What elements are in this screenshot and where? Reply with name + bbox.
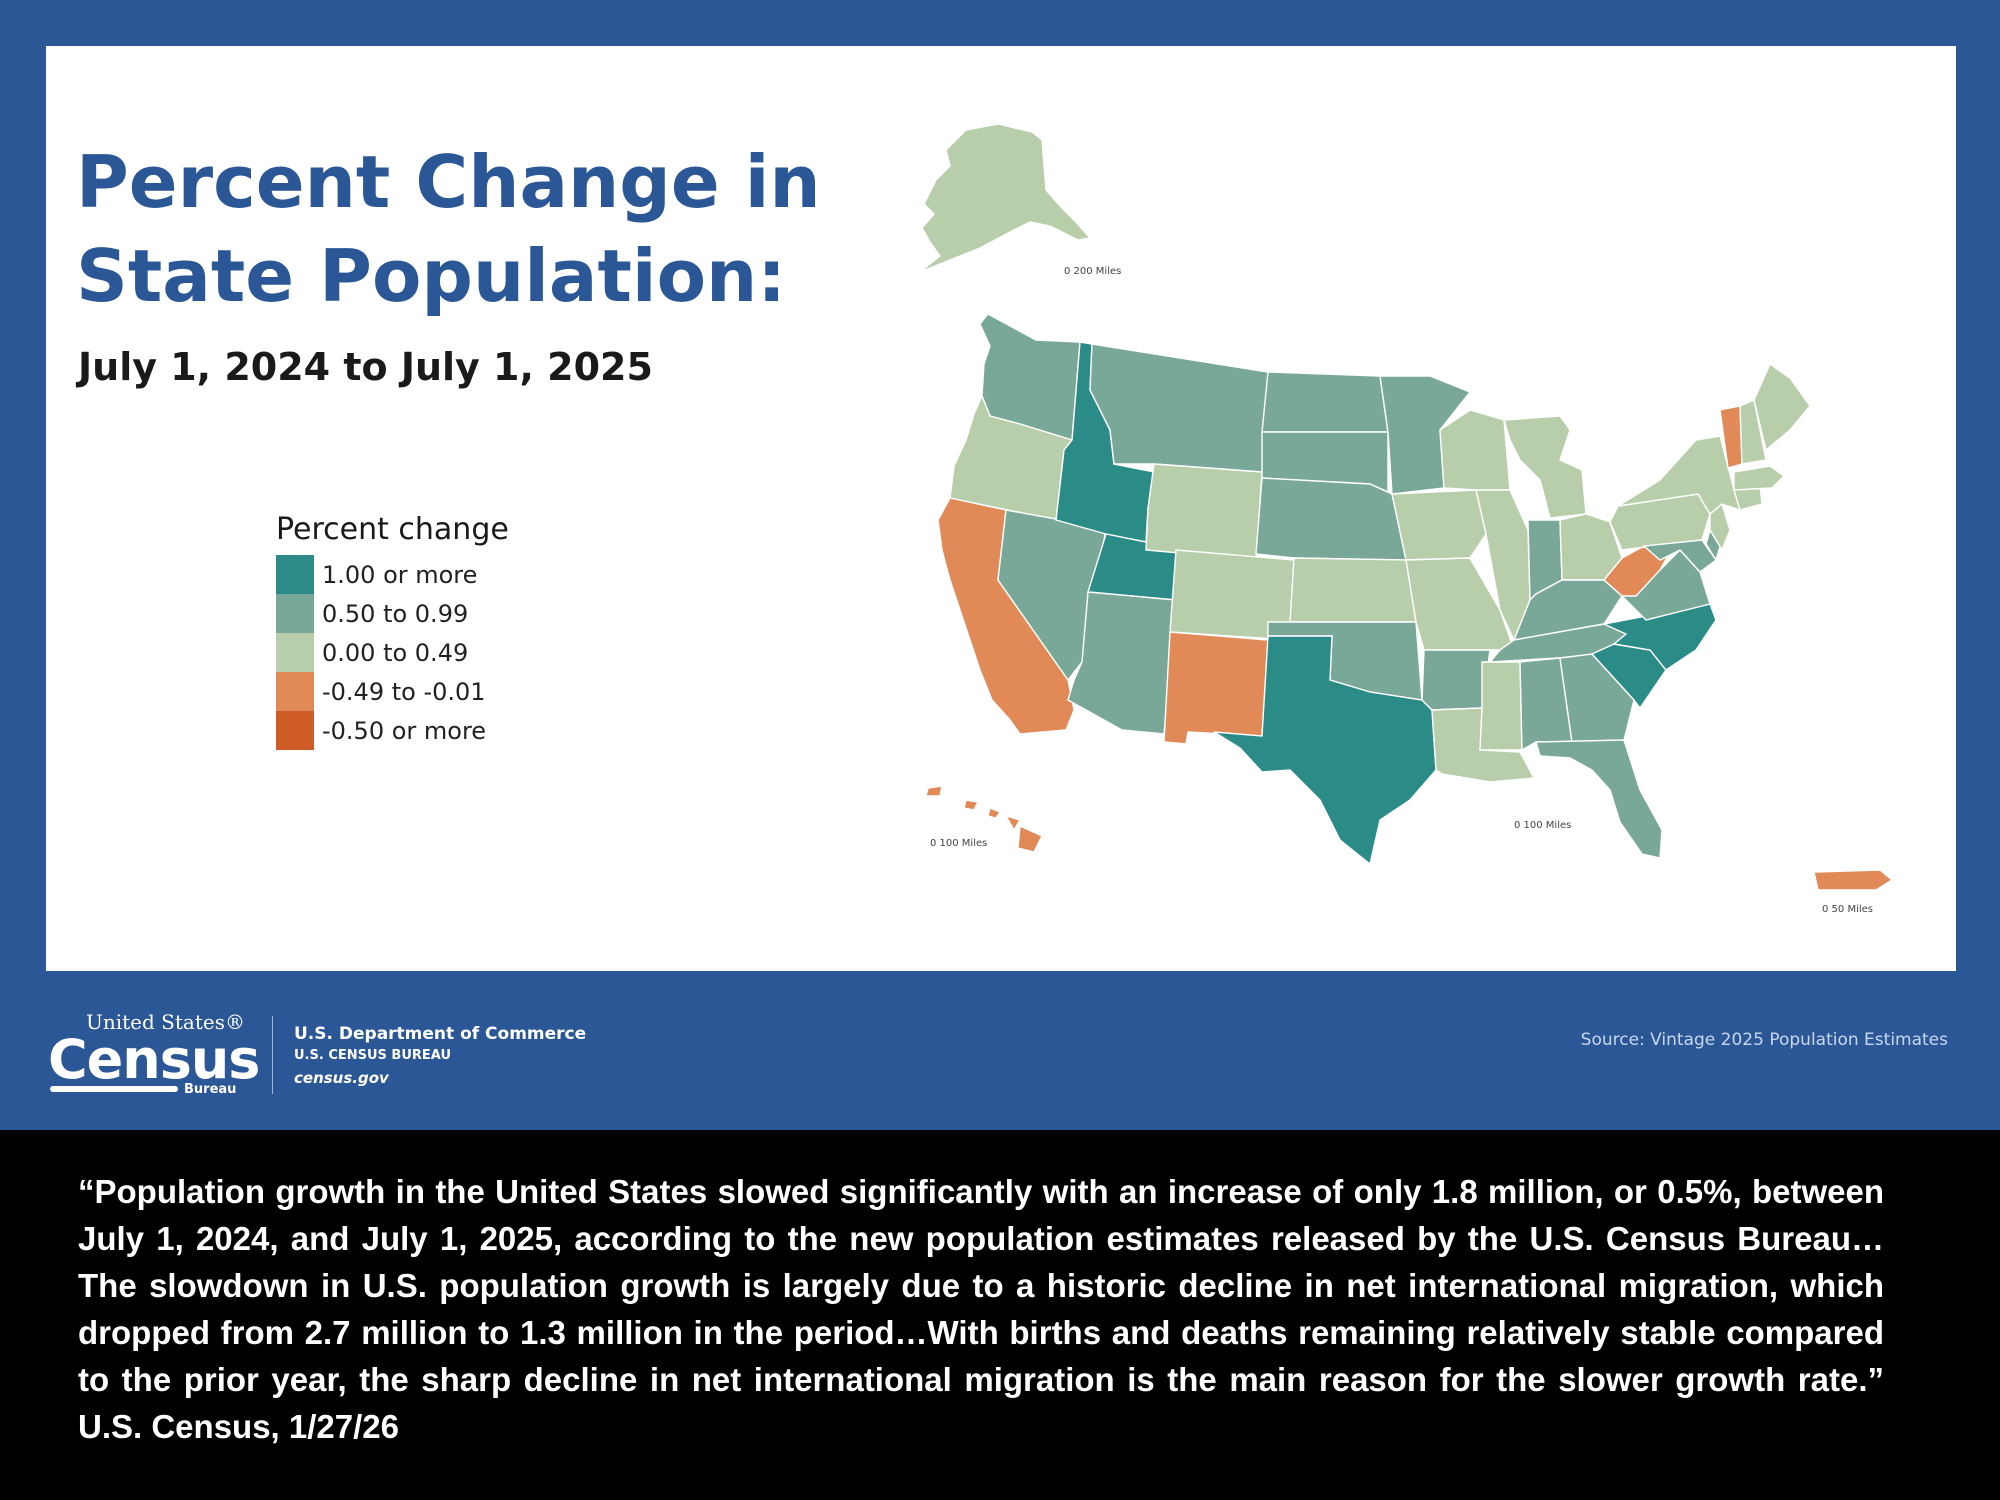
legend-label: 0.50 to 0.99 [322, 599, 469, 628]
state-maryland [1642, 539, 1717, 573]
state-puerto-rico [1813, 869, 1894, 891]
logo-underline [50, 1086, 178, 1092]
source-note: Source: Vintage 2025 Population Estimate… [1580, 1030, 1948, 1050]
state-nebraska [1255, 477, 1407, 561]
logo-bureau: Bureau [184, 1082, 237, 1097]
logo-census: Census [48, 1028, 260, 1091]
logo-united-states: United States® [86, 1010, 245, 1034]
legend-swatch [276, 672, 314, 711]
state-georgia [1559, 653, 1635, 743]
state-massachusetts [1733, 465, 1786, 491]
scale-label-alaska: 0 200 Miles [1064, 266, 1121, 277]
legend-item: -0.50 or more [276, 711, 509, 750]
state-hawaii [925, 785, 1043, 853]
legend: Percent change 1.00 or more 0.50 to 0.99… [276, 512, 509, 750]
state-new-mexico [1163, 631, 1269, 745]
legend-label: -0.49 to -0.01 [322, 677, 486, 706]
us-choropleth-map: 0 200 Miles 0 100 Miles 0 [919, 123, 1894, 915]
scale-label-hawaii: 0 100 Miles [930, 838, 987, 849]
map-subtitle: July 1, 2024 to July 1, 2025 [78, 345, 653, 389]
legend-swatch [276, 555, 314, 594]
bureau-name: U.S. CENSUS BUREAU [294, 1048, 452, 1063]
state-alaska [919, 123, 1092, 273]
department-block: U.S. Department of Commerce U.S. CENSUS … [294, 1022, 586, 1090]
state-iowa [1391, 489, 1487, 561]
state-new-hampshire [1739, 399, 1767, 465]
legend-item: -0.49 to -0.01 [276, 672, 509, 711]
state-north-carolina [1601, 603, 1717, 671]
state-mississippi [1479, 661, 1523, 751]
state-montana [1089, 343, 1269, 473]
quote-text: “Population growth in the United States … [78, 1173, 1884, 1445]
state-maine [1753, 362, 1811, 452]
legend-label: 0.00 to 0.49 [322, 638, 469, 667]
scale-label-mainland: 0 100 Miles [1514, 820, 1571, 831]
state-florida [1535, 739, 1663, 859]
state-wyoming [1145, 463, 1263, 561]
legend-item: 0.50 to 0.99 [276, 594, 509, 633]
legend-label: -0.50 or more [322, 716, 487, 745]
footer-divider [272, 1016, 273, 1094]
census-logo[interactable]: United States® Census Bureau [48, 1010, 260, 1098]
legend-title: Percent change [276, 512, 509, 547]
legend-swatch [276, 711, 314, 750]
state-kansas [1289, 557, 1417, 623]
legend-swatch [276, 633, 314, 672]
department-name: U.S. Department of Commerce [294, 1024, 587, 1044]
scale-label-puerto-rico: 0 50 Miles [1822, 904, 1873, 915]
state-north-dakota [1261, 371, 1389, 433]
legend-item: 0.00 to 0.49 [276, 633, 509, 672]
state-arkansas [1421, 649, 1491, 711]
legend-label: 1.00 or more [322, 560, 478, 589]
census-website-link[interactable]: census.gov [294, 1069, 389, 1087]
state-wisconsin [1439, 409, 1511, 491]
state-texas [1213, 635, 1437, 866]
legend-swatch [276, 594, 314, 633]
legend-item: 1.00 or more [276, 555, 509, 594]
map-title: Percent Change in State Population: [76, 140, 821, 318]
